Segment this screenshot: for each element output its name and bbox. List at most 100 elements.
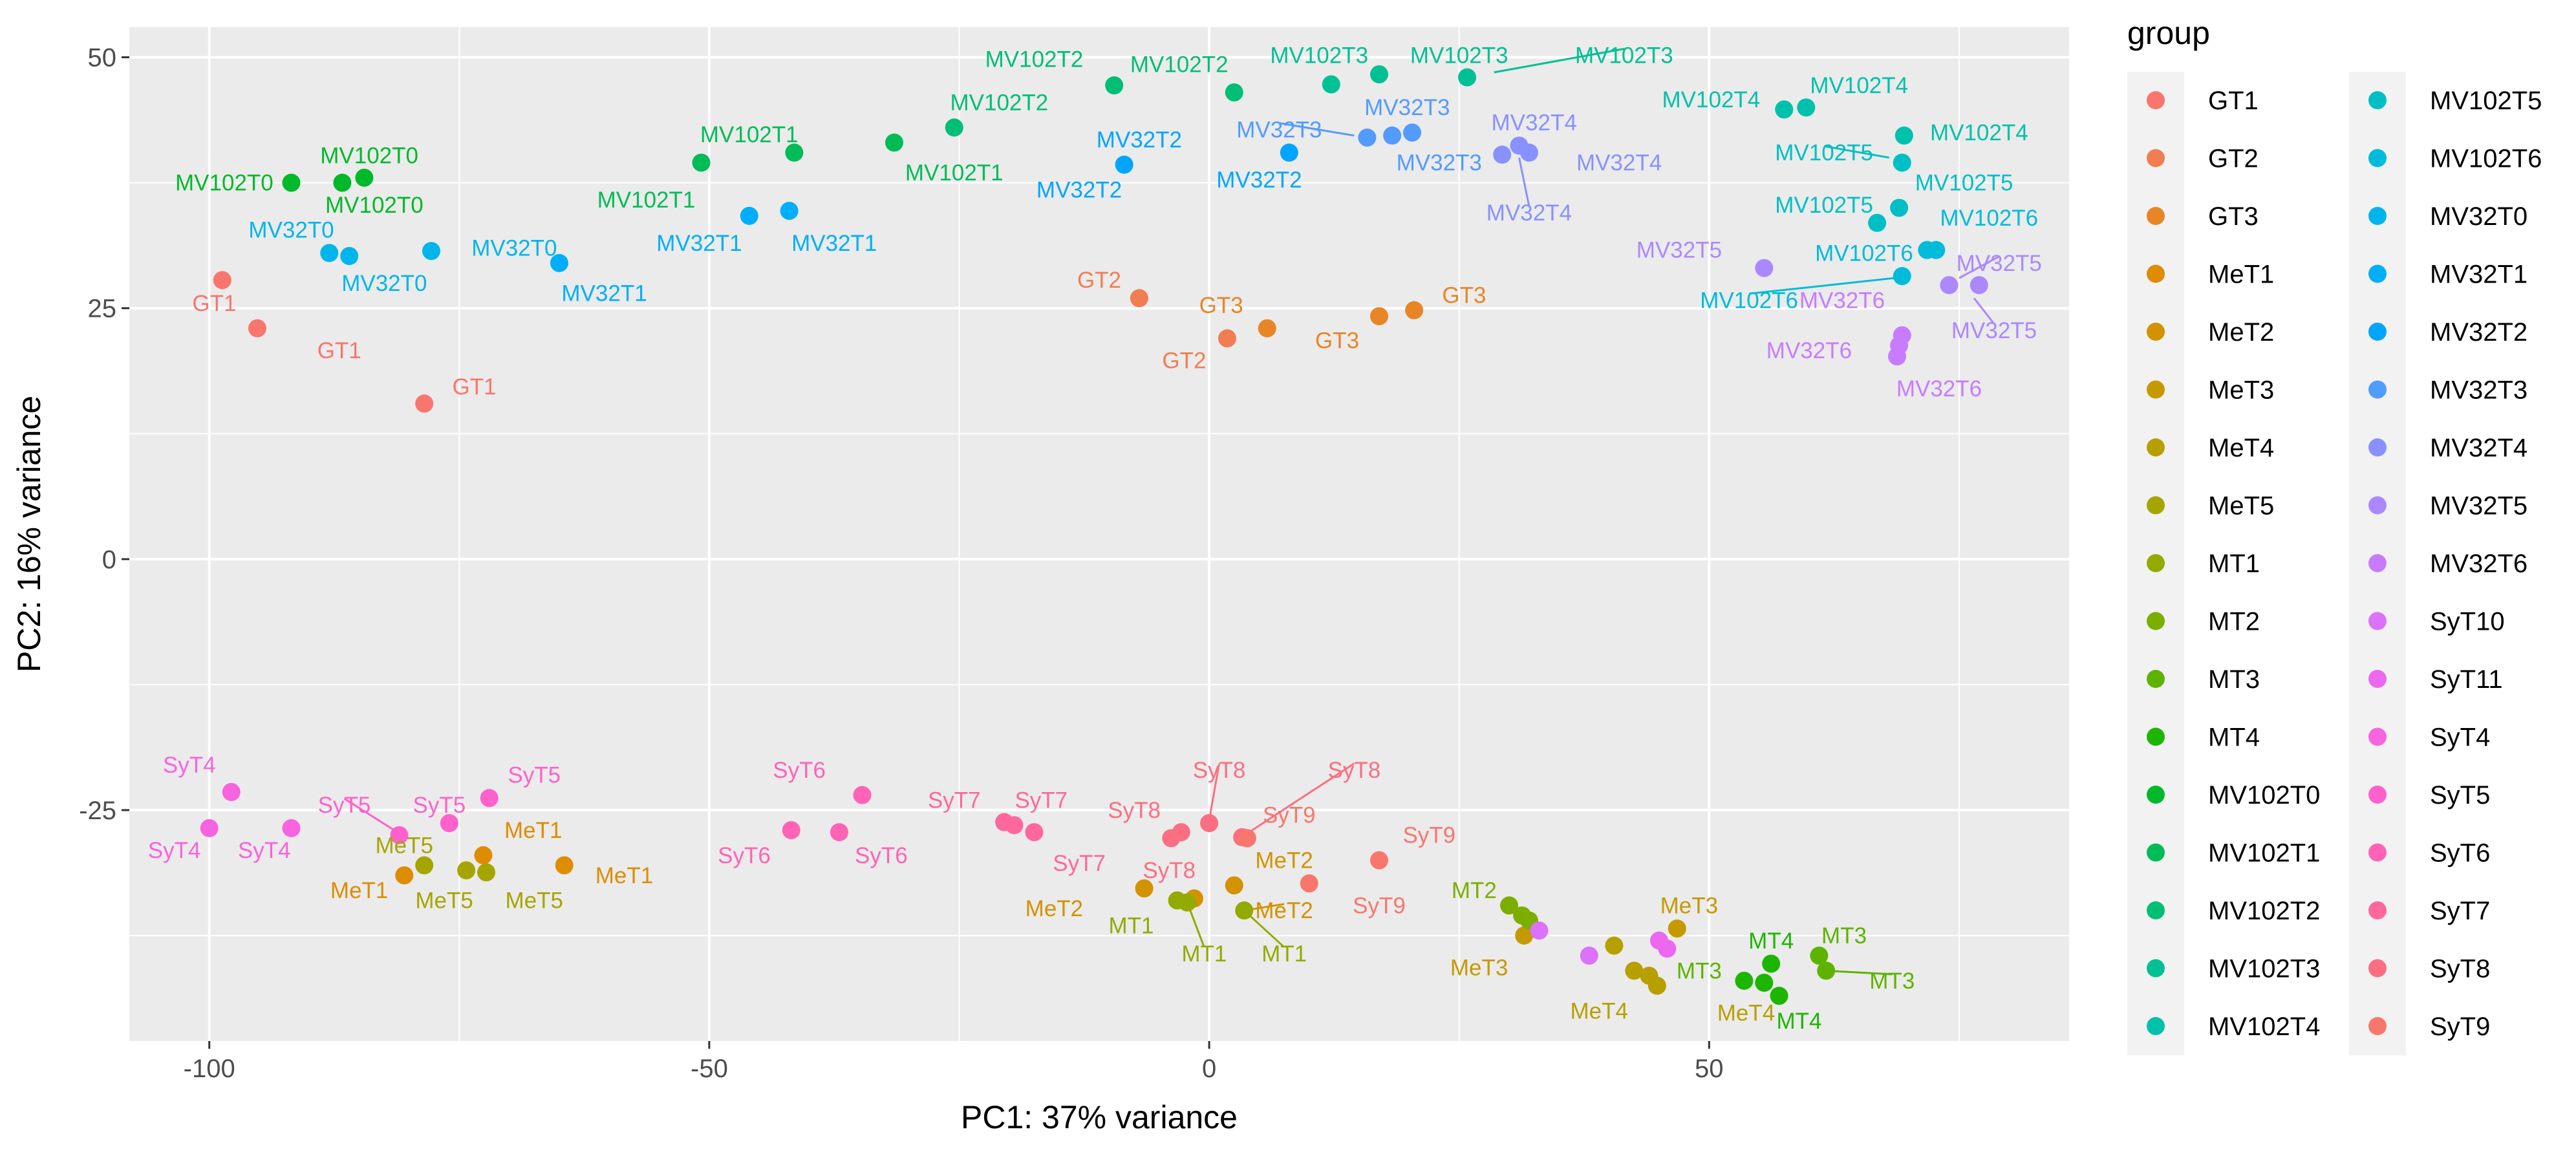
point-syt5 bbox=[390, 826, 409, 844]
legend-label-syt7: SyT7 bbox=[2430, 897, 2490, 925]
legend-key-mv32t2 bbox=[2368, 323, 2387, 341]
point-label-mv32t5: MV32T5 bbox=[1637, 238, 1722, 263]
legend-label-mv102t1: MV102T1 bbox=[2208, 839, 2320, 868]
legend-key-mv102t6 bbox=[2368, 149, 2387, 167]
point-label-mv102t5: MV102T5 bbox=[1915, 171, 2013, 196]
legend-key-syt4 bbox=[2368, 727, 2387, 746]
x-tick-label: 0 bbox=[1202, 1055, 1216, 1083]
point-label-syt7: SyT7 bbox=[1014, 788, 1068, 813]
point-syt6 bbox=[830, 823, 848, 842]
point-met5 bbox=[415, 856, 434, 875]
point-gt3 bbox=[1258, 319, 1276, 338]
point-mv32t0 bbox=[340, 246, 359, 265]
point-met3 bbox=[1515, 926, 1534, 945]
point-label-mt1: MT1 bbox=[1261, 941, 1307, 967]
point-label-met5: MeT5 bbox=[376, 833, 433, 858]
legend-label-mv102t2: MV102T2 bbox=[2208, 897, 2320, 925]
point-label-met1: MeT1 bbox=[330, 878, 388, 903]
point-mv102t0 bbox=[333, 173, 352, 192]
legend-label-mt4: MT4 bbox=[2208, 724, 2260, 752]
point-label-mt3: MT3 bbox=[1821, 923, 1867, 949]
point-label-mv102t3: MV102T3 bbox=[1575, 43, 1673, 68]
leader-line-mv102t5 bbox=[1823, 145, 1889, 159]
point-mv102t0 bbox=[282, 173, 301, 192]
point-met4 bbox=[1625, 961, 1644, 980]
point-label-mv32t1: MV32T1 bbox=[561, 281, 647, 306]
legend-key-gt3 bbox=[2147, 207, 2165, 225]
point-labels: GT1 GT1 GT1 GT2 GT2 GT3 GT3 GT3 MeT1 MeT1 MeT1 MeT2… bbox=[148, 43, 2042, 1033]
point-label-mv102t0: MV102T0 bbox=[320, 144, 418, 169]
point-label-mv32t4: MV32T4 bbox=[1492, 110, 1577, 135]
point-label-mv32t1: MV32T1 bbox=[656, 231, 742, 256]
point-label-gt1: GT1 bbox=[317, 338, 361, 363]
point-label-met1: MeT1 bbox=[596, 863, 653, 888]
point-label-syt8: SyT8 bbox=[1143, 858, 1196, 883]
point-label-mv32t2: MV32T2 bbox=[1216, 167, 1302, 193]
point-label-met5: MeT5 bbox=[506, 888, 563, 914]
point-label-mv32t6: MV32T6 bbox=[1799, 288, 1885, 313]
point-label-syt8: SyT8 bbox=[1327, 758, 1380, 783]
point-gt1 bbox=[213, 271, 231, 290]
point-syt10 bbox=[1580, 947, 1598, 965]
legend-key-mt1 bbox=[2147, 554, 2165, 572]
legend-key-gt1 bbox=[2147, 91, 2165, 109]
legend-label-syt11: SyT11 bbox=[2430, 665, 2503, 694]
leader-line-mv32t4 bbox=[1518, 157, 1530, 207]
point-label-gt2: GT2 bbox=[1162, 348, 1206, 373]
point-label-gt3: GT3 bbox=[1442, 283, 1486, 308]
leader-line-syt8 bbox=[1249, 762, 1355, 833]
leader-line-syt5 bbox=[343, 797, 395, 831]
y-tick-label: 50 bbox=[88, 44, 117, 72]
legend-key-met4 bbox=[2147, 438, 2165, 456]
legend-key-met3 bbox=[2147, 380, 2165, 399]
point-label-mv32t0: MV32T0 bbox=[341, 271, 427, 296]
grid-minor bbox=[129, 27, 2069, 1041]
point-mv32t1 bbox=[740, 206, 758, 225]
point-met4 bbox=[1605, 936, 1624, 955]
point-syt11 bbox=[1658, 939, 1677, 958]
legend-label-syt4: SyT4 bbox=[2430, 724, 2490, 752]
legend-key-mv32t4 bbox=[2368, 438, 2387, 456]
leader-line-mt3 bbox=[1826, 969, 1893, 976]
point-syt9 bbox=[1369, 851, 1388, 870]
point-mt3 bbox=[1810, 947, 1829, 965]
point-mt3 bbox=[1817, 961, 1836, 980]
point-label-mt4: MT4 bbox=[1776, 1009, 1821, 1034]
legend-key-mt3 bbox=[2147, 670, 2165, 688]
legend-key-met1 bbox=[2147, 264, 2165, 283]
legend-key-met5 bbox=[2147, 496, 2165, 515]
point-mv102t0 bbox=[355, 168, 374, 187]
point-mv102t1 bbox=[885, 133, 903, 152]
point-met1 bbox=[395, 866, 414, 885]
point-mv102t2 bbox=[945, 118, 963, 137]
legend-label-mv102t0: MV102T0 bbox=[2208, 781, 2320, 810]
point-label-mv102t3: MV102T3 bbox=[1410, 43, 1508, 68]
point-label-mt3: MT3 bbox=[1869, 969, 1915, 994]
point-syt8 bbox=[1200, 814, 1219, 833]
point-mv102t5 bbox=[1868, 213, 1887, 232]
legend-label-mv32t5: MV32T5 bbox=[2430, 492, 2528, 520]
point-label-mv32t0: MV32T0 bbox=[471, 236, 557, 261]
legend-label-mv32t4: MV32T4 bbox=[2430, 434, 2528, 462]
point-label-mv32t4: MV32T4 bbox=[1576, 151, 1662, 176]
point-label-mv102t6: MV102T6 bbox=[1700, 288, 1798, 313]
point-mv32t4 bbox=[1493, 145, 1512, 164]
point-label-mv102t4: MV102T4 bbox=[1662, 87, 1761, 113]
point-label-mv32t0: MV32T0 bbox=[248, 218, 334, 243]
point-mt2 bbox=[1500, 896, 1519, 915]
point-label-mv102t5: MV102T5 bbox=[1775, 140, 1873, 166]
point-mv102t6 bbox=[1893, 267, 1911, 286]
legend-key-syt9 bbox=[2368, 1017, 2387, 1035]
point-label-mv102t2: MV102T2 bbox=[1130, 52, 1229, 77]
point-label-mv102t4: MV102T4 bbox=[1810, 73, 1908, 98]
point-label-mv102t6: MV102T6 bbox=[1940, 206, 2038, 231]
legend-key-mt2 bbox=[2147, 612, 2165, 630]
leader-line-mv32t5 bbox=[1959, 255, 2000, 279]
y-tick-label: 25 bbox=[88, 295, 117, 323]
y-tick-label: 0 bbox=[102, 546, 116, 574]
legend-label-mv102t3: MV102T3 bbox=[2208, 955, 2320, 983]
point-mv32t0 bbox=[320, 244, 339, 263]
legend-label-met1: MeT1 bbox=[2208, 261, 2274, 289]
plot-panel bbox=[129, 27, 2069, 1041]
legend-label-met3: MeT3 bbox=[2208, 376, 2274, 405]
